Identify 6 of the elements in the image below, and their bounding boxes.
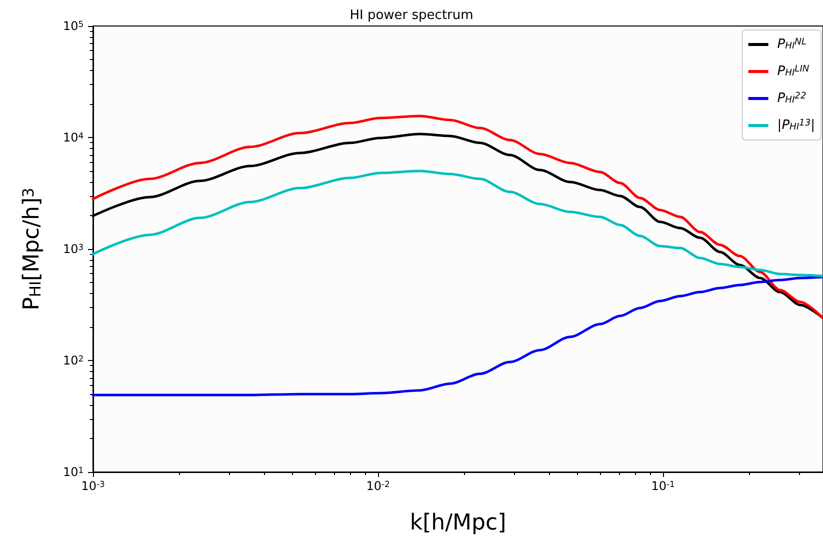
- chart-title: HI power spectrum: [350, 8, 474, 23]
- legend-label: PHINL: [777, 37, 807, 52]
- y-axis-title: PHI[Mpc/h]3: [20, 188, 44, 310]
- x-axis-title: k[h/Mpc]: [410, 510, 506, 536]
- legend-label: PHI22: [777, 91, 806, 106]
- legend-label: PHILIN: [777, 64, 810, 79]
